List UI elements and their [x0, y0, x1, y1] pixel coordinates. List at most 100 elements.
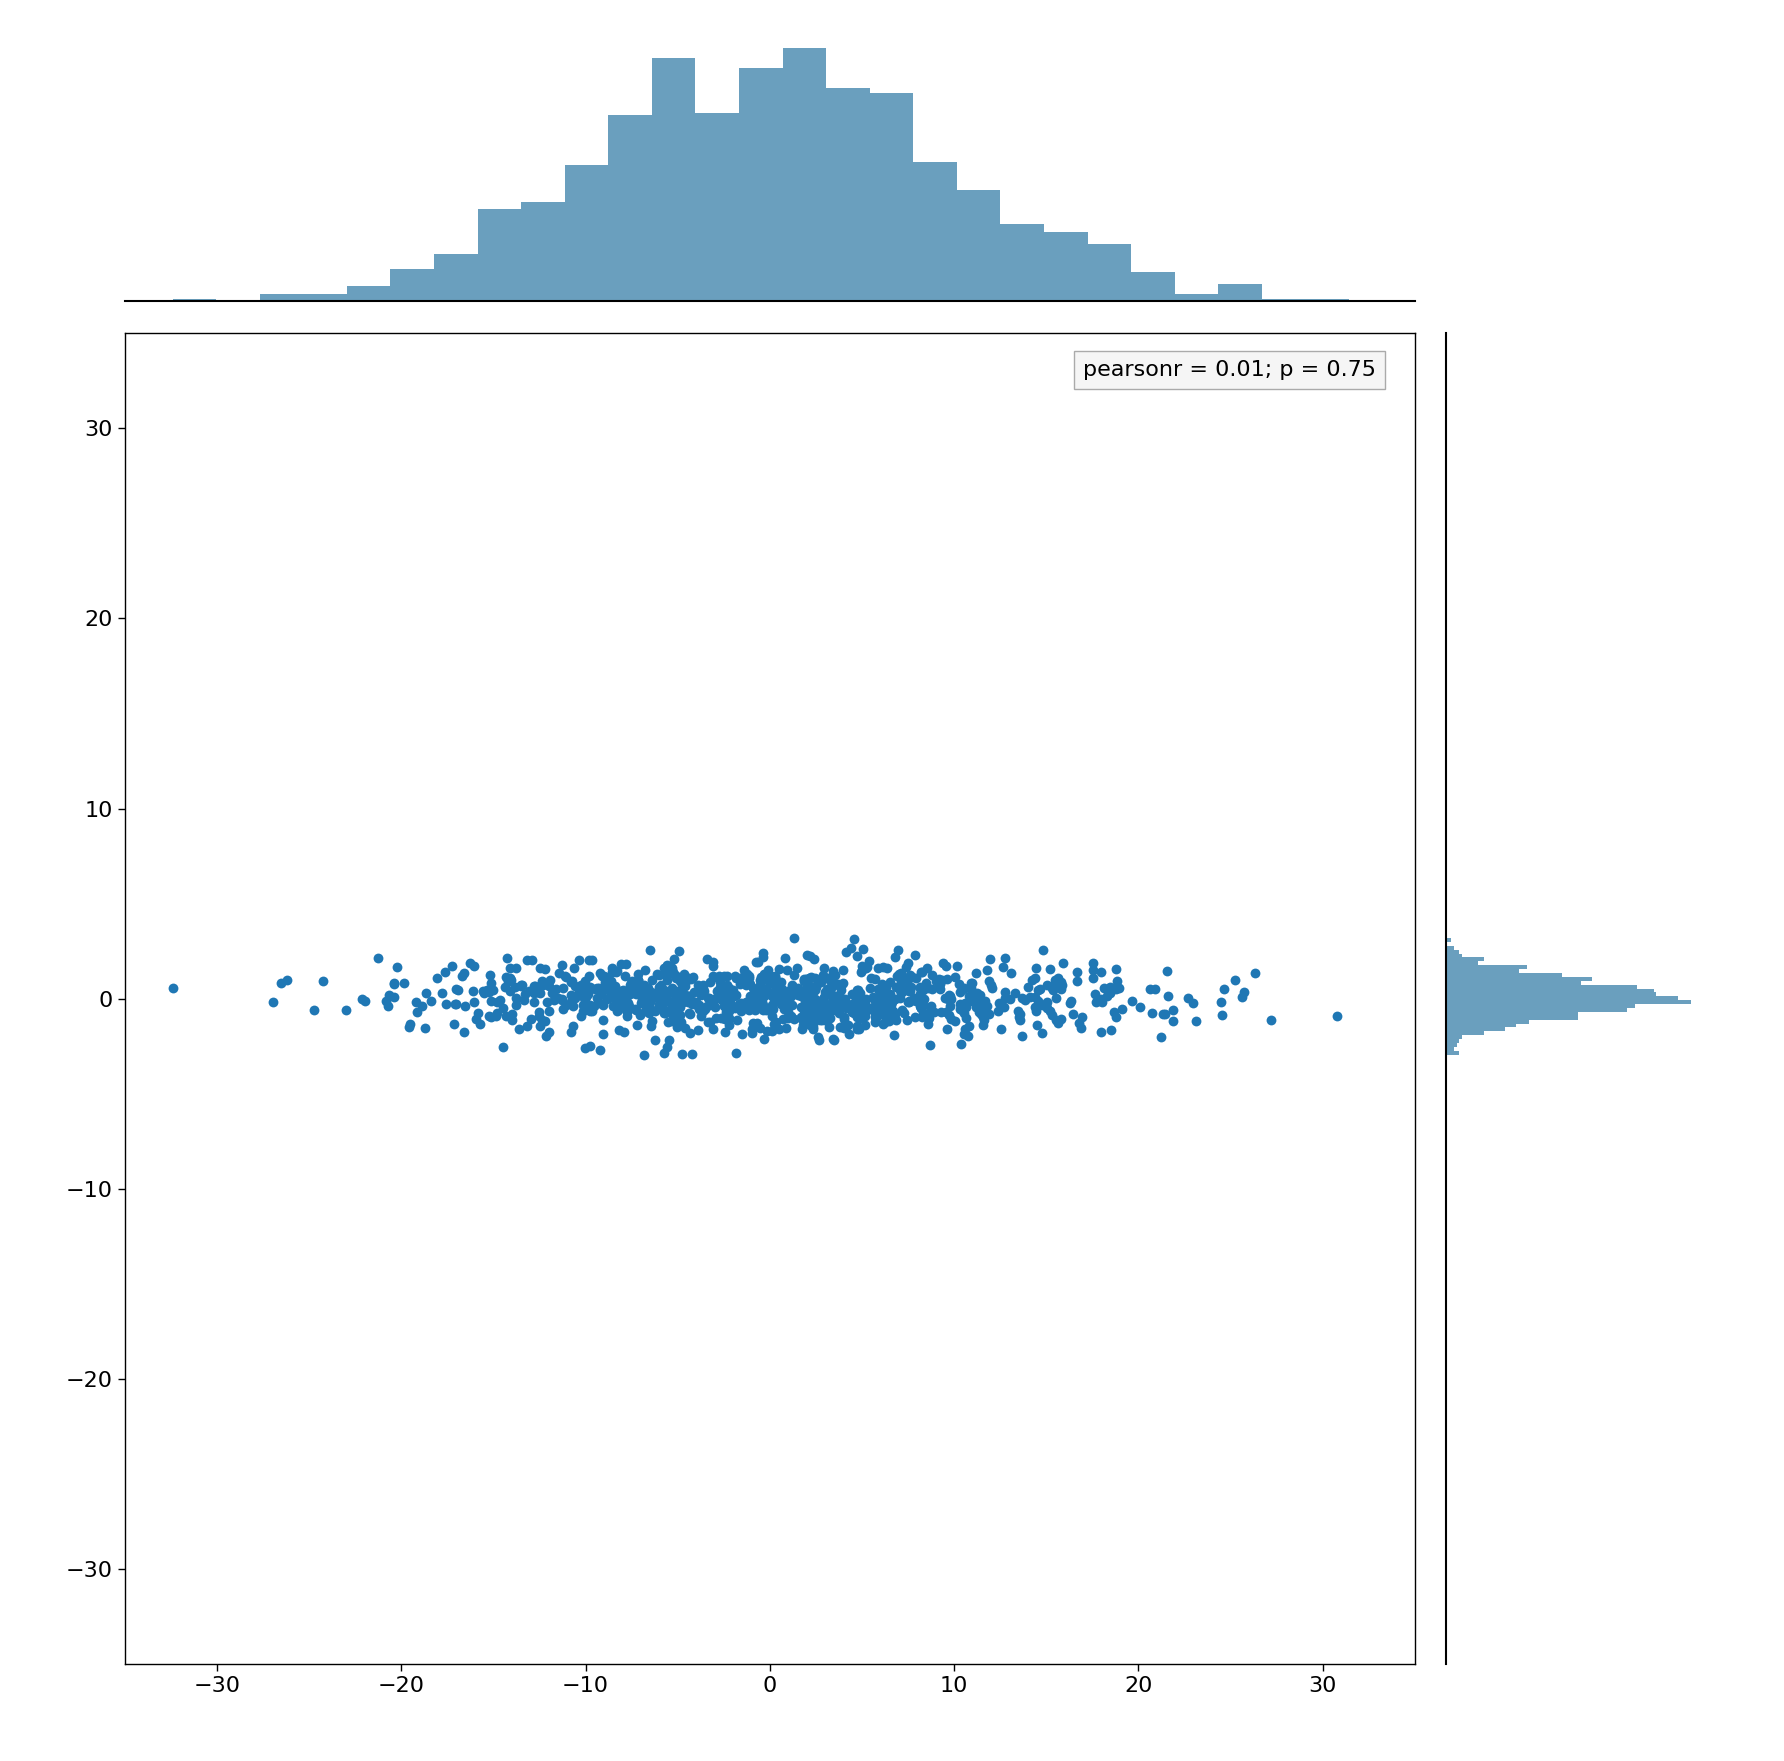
Point: [665, 993, 694, 1021]
Point: [617, 969, 646, 997]
Point: [708, 1004, 737, 1032]
Point: [928, 965, 956, 993]
Point: [915, 1030, 944, 1058]
Point: [801, 1004, 830, 1032]
Point: [1013, 972, 1042, 1000]
Point: [1151, 1000, 1179, 1028]
Point: [699, 951, 728, 979]
Point: [778, 991, 806, 1020]
Point: [730, 967, 758, 995]
Point: [544, 958, 573, 986]
Point: [739, 974, 767, 1002]
Point: [792, 1004, 821, 1032]
Point: [706, 981, 735, 1009]
Point: [1044, 963, 1072, 991]
Point: [819, 960, 847, 988]
Point: [655, 951, 683, 979]
Point: [733, 960, 762, 988]
Point: [673, 963, 701, 991]
Point: [744, 983, 772, 1011]
Point: [799, 1016, 828, 1044]
Point: [660, 962, 689, 990]
Point: [669, 965, 698, 993]
Point: [758, 970, 787, 998]
Point: [899, 984, 928, 1013]
Point: [780, 1006, 808, 1034]
Point: [753, 1016, 781, 1044]
Point: [644, 974, 673, 1002]
Point: [747, 969, 776, 997]
Bar: [1445, 984, 1638, 988]
Point: [760, 988, 789, 1016]
Point: [806, 988, 835, 1016]
Point: [790, 967, 819, 995]
Point: [794, 1007, 822, 1035]
Point: [635, 988, 664, 1016]
Point: [516, 977, 544, 1006]
Point: [962, 993, 990, 1021]
Point: [699, 986, 728, 1014]
Point: [772, 1014, 801, 1043]
Point: [710, 986, 739, 1014]
Point: [1047, 970, 1076, 998]
Point: [637, 1011, 665, 1039]
Point: [630, 970, 658, 998]
Point: [608, 988, 637, 1016]
Point: [742, 983, 771, 1011]
Point: [978, 974, 1006, 1002]
Point: [605, 986, 633, 1014]
Point: [908, 1000, 937, 1028]
Point: [928, 997, 956, 1025]
Point: [797, 990, 826, 1018]
Point: [926, 976, 954, 1004]
Point: [591, 962, 619, 990]
Point: [881, 942, 910, 970]
Point: [747, 991, 776, 1020]
Point: [949, 974, 978, 1002]
Point: [819, 1025, 847, 1053]
Point: [557, 988, 585, 1016]
Point: [496, 954, 524, 983]
Point: [769, 988, 797, 1016]
Point: [1056, 986, 1085, 1014]
Point: [658, 977, 687, 1006]
Point: [630, 1041, 658, 1069]
Point: [674, 998, 703, 1027]
Point: [635, 998, 664, 1027]
Point: [797, 1013, 826, 1041]
Point: [696, 984, 724, 1013]
Point: [887, 976, 915, 1004]
Point: [664, 976, 692, 1004]
Point: [624, 977, 653, 1006]
Point: [498, 1000, 526, 1028]
Point: [665, 967, 694, 995]
Point: [758, 1016, 787, 1044]
Point: [712, 972, 740, 1000]
Bar: [1445, 962, 1479, 965]
Point: [787, 1002, 815, 1030]
Point: [801, 984, 830, 1013]
Point: [705, 962, 733, 990]
Point: [906, 993, 935, 1021]
Point: [598, 981, 626, 1009]
Point: [712, 979, 740, 1007]
Point: [667, 1041, 696, 1069]
Point: [715, 991, 744, 1020]
Point: [1142, 976, 1170, 1004]
Point: [541, 986, 569, 1014]
Point: [764, 1014, 792, 1043]
Point: [448, 962, 476, 990]
Point: [560, 972, 589, 1000]
Point: [348, 986, 376, 1014]
Point: [458, 988, 487, 1016]
Bar: [1445, 993, 1656, 997]
Point: [689, 974, 717, 1002]
Point: [767, 984, 796, 1013]
Bar: [1445, 1013, 1579, 1016]
Bar: [173, 299, 216, 301]
Point: [860, 984, 888, 1013]
Point: [706, 969, 735, 997]
Point: [608, 988, 637, 1016]
Point: [510, 986, 539, 1014]
Point: [758, 1002, 787, 1030]
